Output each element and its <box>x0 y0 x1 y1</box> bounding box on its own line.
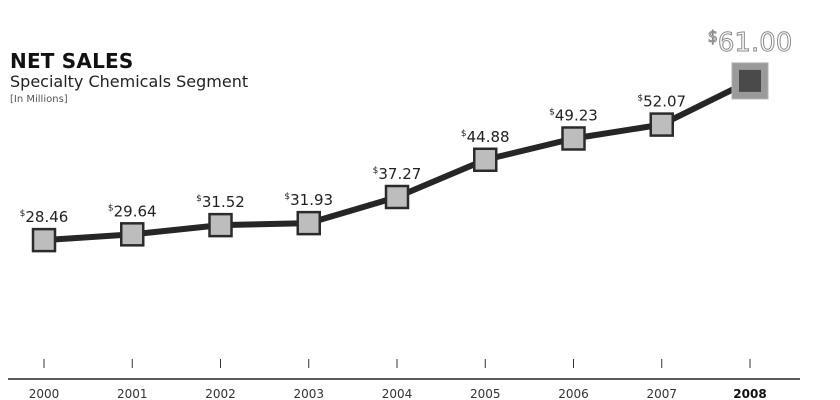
data-label: $61.00 <box>708 27 793 58</box>
data-label: $52.07 <box>637 93 686 111</box>
x-tick-label: 2007 <box>646 387 677 400</box>
x-tick-label: 2002 <box>205 387 236 400</box>
x-tick-label: 2006 <box>558 387 589 400</box>
data-point <box>649 112 674 137</box>
data-label: $31.93 <box>284 191 333 209</box>
data-label: $44.88 <box>461 128 510 146</box>
data-point <box>208 212 233 238</box>
data-label: $37.27 <box>373 165 422 183</box>
x-tick-label: 2003 <box>293 387 324 400</box>
x-tick-label: 2000 <box>29 387 60 400</box>
data-point <box>384 184 410 210</box>
chart-title: NET SALES <box>10 49 134 73</box>
x-tick-label: 2005 <box>470 387 501 400</box>
x-tick-label: 2001 <box>117 387 148 400</box>
data-point <box>120 222 145 247</box>
x-tick-label: 2008 <box>733 387 766 400</box>
chart-subtitle: Specialty Chemicals Segment <box>10 72 249 91</box>
data-point <box>296 210 321 236</box>
data-point <box>473 147 498 173</box>
chart-units-note: [In Millions] <box>10 94 68 105</box>
x-tick-label: 2004 <box>382 387 413 400</box>
data-label: $31.52 <box>196 193 245 211</box>
data-label: $29.64 <box>108 202 157 220</box>
data-point-highlight-inner <box>739 69 761 92</box>
data-label: $49.23 <box>549 106 598 124</box>
data-point <box>561 126 586 151</box>
data-label: $28.46 <box>20 208 69 226</box>
data-point <box>31 227 57 253</box>
chart-title-block: NET SALES Specialty Chemicals Segment [I… <box>10 50 248 108</box>
